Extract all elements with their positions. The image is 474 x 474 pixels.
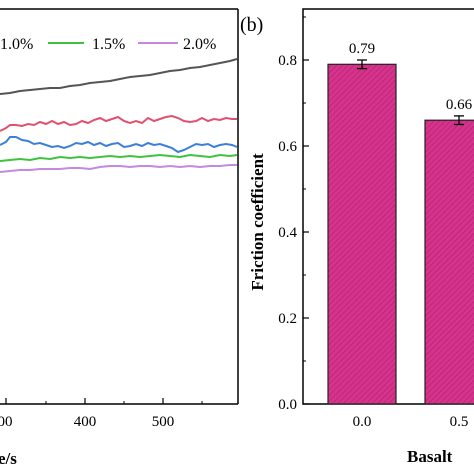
x-tick-label: 400 bbox=[74, 414, 97, 430]
panel-a: 00 400 500 e/s 1.0% 1.5% 2.0% bbox=[0, 8, 239, 468]
panel-a-x-axis-title: e/s bbox=[0, 449, 17, 468]
legend-label: 1.5% bbox=[92, 36, 125, 53]
y-tick-label: 0.6 bbox=[278, 139, 297, 155]
y-tick-label: 0.0 bbox=[278, 397, 297, 413]
panel-b-y-ticks: 0.0 0.2 0.4 0.6 0.8 bbox=[278, 16, 309, 413]
panel-b-x-axis-title: Basalt bbox=[407, 447, 453, 466]
series-line-green bbox=[0, 153, 238, 162]
y-tick-label: 0.4 bbox=[278, 225, 297, 241]
x-tick-label: 00 bbox=[0, 414, 13, 430]
x-tick-label: 0.5 bbox=[450, 414, 469, 430]
series-line-gray bbox=[0, 58, 238, 95]
legend-label: 1.0% bbox=[0, 36, 33, 53]
y-tick-label: 0.8 bbox=[278, 53, 297, 69]
panel-a-series bbox=[0, 58, 238, 173]
bar-value-label: 0.66 bbox=[446, 97, 473, 113]
bar-0.0 bbox=[327, 63, 397, 405]
series-line-lilac bbox=[0, 164, 237, 173]
x-tick-label: 0.0 bbox=[353, 414, 372, 430]
series-line-pink bbox=[0, 114, 237, 132]
x-tick-label: 500 bbox=[152, 414, 175, 430]
panel-a-x-ticks: 00 400 500 bbox=[0, 398, 203, 430]
bar-0.5 bbox=[424, 119, 474, 405]
panel-b-frame bbox=[302, 8, 474, 405]
y-tick-label: 0.2 bbox=[278, 311, 297, 327]
panel-b: (b) Friction coefficient Basalt 0.0 0.2 … bbox=[240, 8, 474, 466]
bar-value-label: 0.79 bbox=[349, 41, 375, 57]
panel-b-y-axis-title: Friction coefficient bbox=[248, 153, 267, 291]
legend-label: 2.0% bbox=[183, 36, 216, 53]
series-line-blue bbox=[0, 136, 238, 154]
panel-b-label: (b) bbox=[240, 14, 263, 36]
panel-b-bars: 0.79 0.66 bbox=[327, 41, 474, 405]
panel-a-legend: 1.0% 1.5% 2.0% bbox=[0, 36, 216, 53]
